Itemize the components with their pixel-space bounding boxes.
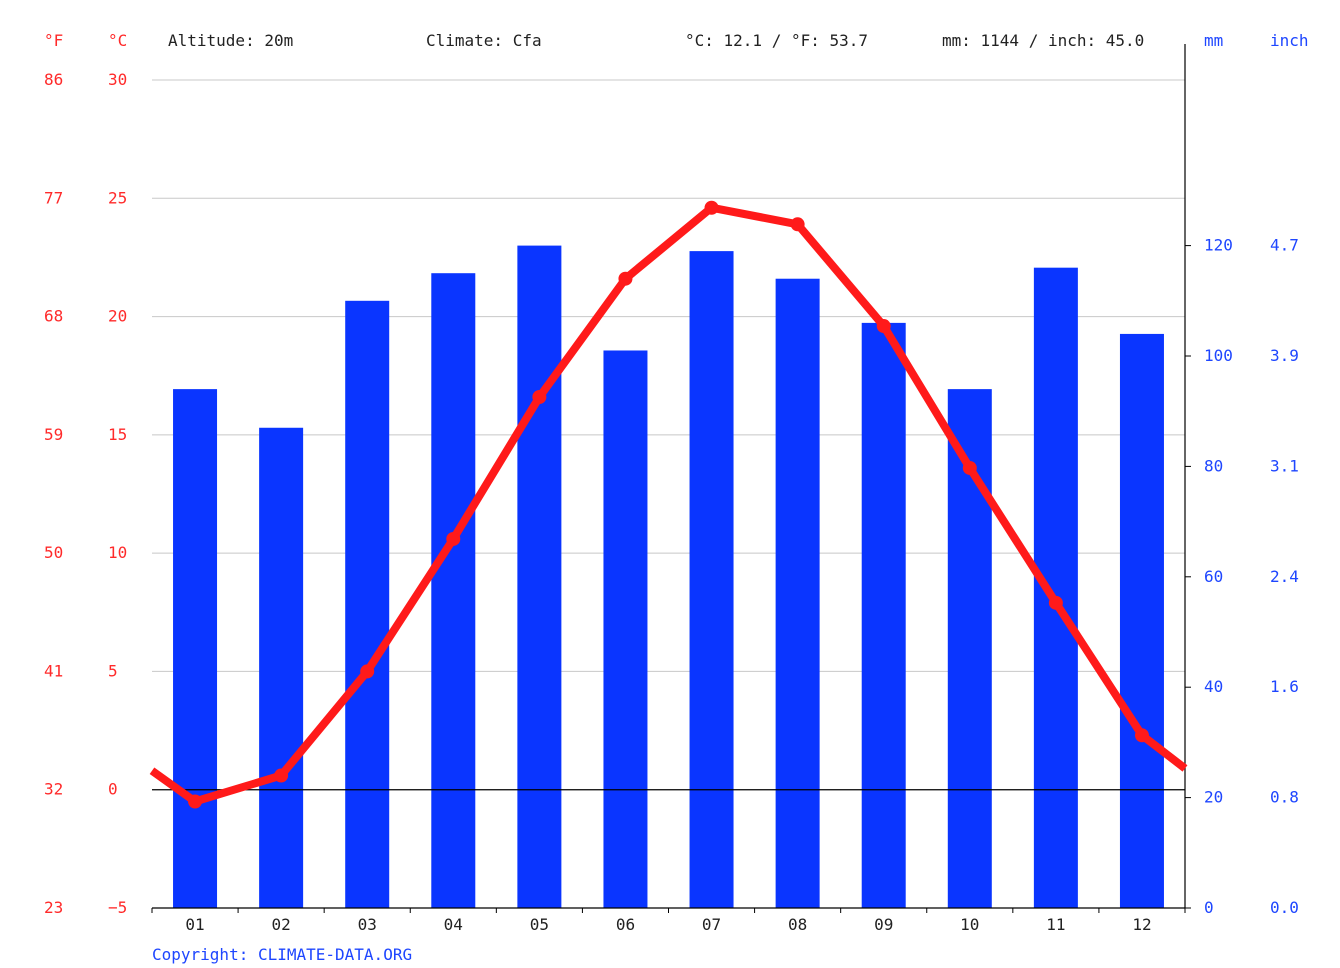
- month-label: 03: [358, 915, 377, 934]
- month-label: 05: [530, 915, 549, 934]
- temperature-point: [274, 768, 289, 783]
- celsius-tick-label: 10: [108, 543, 127, 562]
- temperature-point: [618, 271, 633, 286]
- month-label: 07: [702, 915, 721, 934]
- temperature-line-path: [149, 203, 1188, 806]
- month-label: 06: [616, 915, 635, 934]
- mm-tick-label: 100: [1204, 346, 1233, 365]
- temperature-point: [1048, 595, 1063, 610]
- precipitation-bar: [173, 389, 218, 908]
- mm-tick-label: 0: [1204, 898, 1214, 917]
- inch-tick-label: 1.6: [1270, 677, 1299, 696]
- fahrenheit-tick-label: 32: [44, 780, 63, 799]
- precipitation-bar: [603, 350, 648, 909]
- celsius-tick-label: 15: [108, 425, 127, 444]
- precipitation-bar: [947, 389, 992, 908]
- precipitation-bar: [431, 273, 476, 908]
- month-label: 01: [185, 915, 204, 934]
- month-label: 10: [960, 915, 979, 934]
- month-label: 04: [444, 915, 463, 934]
- mm-unit-label: mm: [1204, 31, 1223, 50]
- fahrenheit-unit-label: °F: [44, 31, 63, 50]
- total-precipitation-label: mm: 1144 / inch: 45.0: [942, 31, 1144, 50]
- temperature-point: [188, 794, 203, 809]
- copyright-label: Copyright: CLIMATE-DATA.ORG: [152, 945, 412, 964]
- celsius-tick-label: 5: [108, 661, 118, 680]
- grid-lines: [152, 79, 1185, 672]
- fahrenheit-tick-label: 68: [44, 307, 63, 326]
- fahrenheit-tick-label: 77: [44, 188, 63, 207]
- inch-tick-label: 2.4: [1270, 567, 1299, 586]
- precipitation-bar: [1119, 333, 1164, 908]
- mm-tick-label: 80: [1204, 456, 1223, 475]
- precipitation-bar: [345, 300, 390, 908]
- celsius-tick-label: 0: [108, 780, 118, 799]
- inch-tick-label: 3.9: [1270, 346, 1299, 365]
- inch-tick-label: 4.7: [1270, 236, 1299, 255]
- temperature-point: [704, 200, 719, 215]
- fahrenheit-tick-label: 41: [44, 661, 63, 680]
- altitude-label: Altitude: 20m: [168, 31, 293, 50]
- temperature-point: [876, 319, 891, 334]
- precipitation-bar: [517, 245, 562, 909]
- mm-tick-label: 60: [1204, 567, 1223, 586]
- fahrenheit-tick-label: 23: [44, 898, 63, 917]
- month-label: 02: [271, 915, 290, 934]
- fahrenheit-tick-label: 59: [44, 425, 63, 444]
- celsius-tick-label: 25: [108, 188, 127, 207]
- celsius-tick-label: 30: [108, 70, 127, 89]
- precipitation-bar: [259, 427, 304, 908]
- temperature-point: [446, 531, 461, 546]
- celsius-unit-label: °C: [108, 31, 127, 50]
- fahrenheit-tick-label: 50: [44, 543, 63, 562]
- inch-unit-label: inch: [1270, 31, 1309, 50]
- fahrenheit-tick-label: 86: [44, 70, 63, 89]
- precipitation-bar: [861, 322, 906, 908]
- precipitation-bar: [689, 251, 734, 908]
- inch-tick-label: 3.1: [1270, 456, 1299, 475]
- mm-tick-label: 20: [1204, 788, 1223, 807]
- month-label: 08: [788, 915, 807, 934]
- mm-tick-label: 120: [1204, 236, 1233, 255]
- celsius-tick-label: 20: [108, 307, 127, 326]
- precipitation-bar: [775, 278, 820, 909]
- temperature-point: [532, 390, 547, 405]
- temperature-point: [790, 217, 805, 232]
- inch-tick-label: 0.0: [1270, 898, 1299, 917]
- temperature-point: [1134, 728, 1149, 743]
- celsius-tick-label: −5: [108, 898, 127, 917]
- temperature-line: [149, 200, 1188, 809]
- temperature-point: [360, 664, 375, 679]
- mm-tick-label: 40: [1204, 677, 1223, 696]
- precipitation-bars: [173, 245, 1164, 909]
- month-label: 12: [1132, 915, 1151, 934]
- climate-label: Climate: Cfa: [426, 31, 542, 50]
- precipitation-bar: [1033, 267, 1078, 908]
- average-temperature-label: °C: 12.1 / °F: 53.7: [685, 31, 868, 50]
- month-label: 09: [874, 915, 893, 934]
- month-label: 11: [1046, 915, 1065, 934]
- inch-tick-label: 0.8: [1270, 788, 1299, 807]
- temperature-point: [962, 460, 977, 475]
